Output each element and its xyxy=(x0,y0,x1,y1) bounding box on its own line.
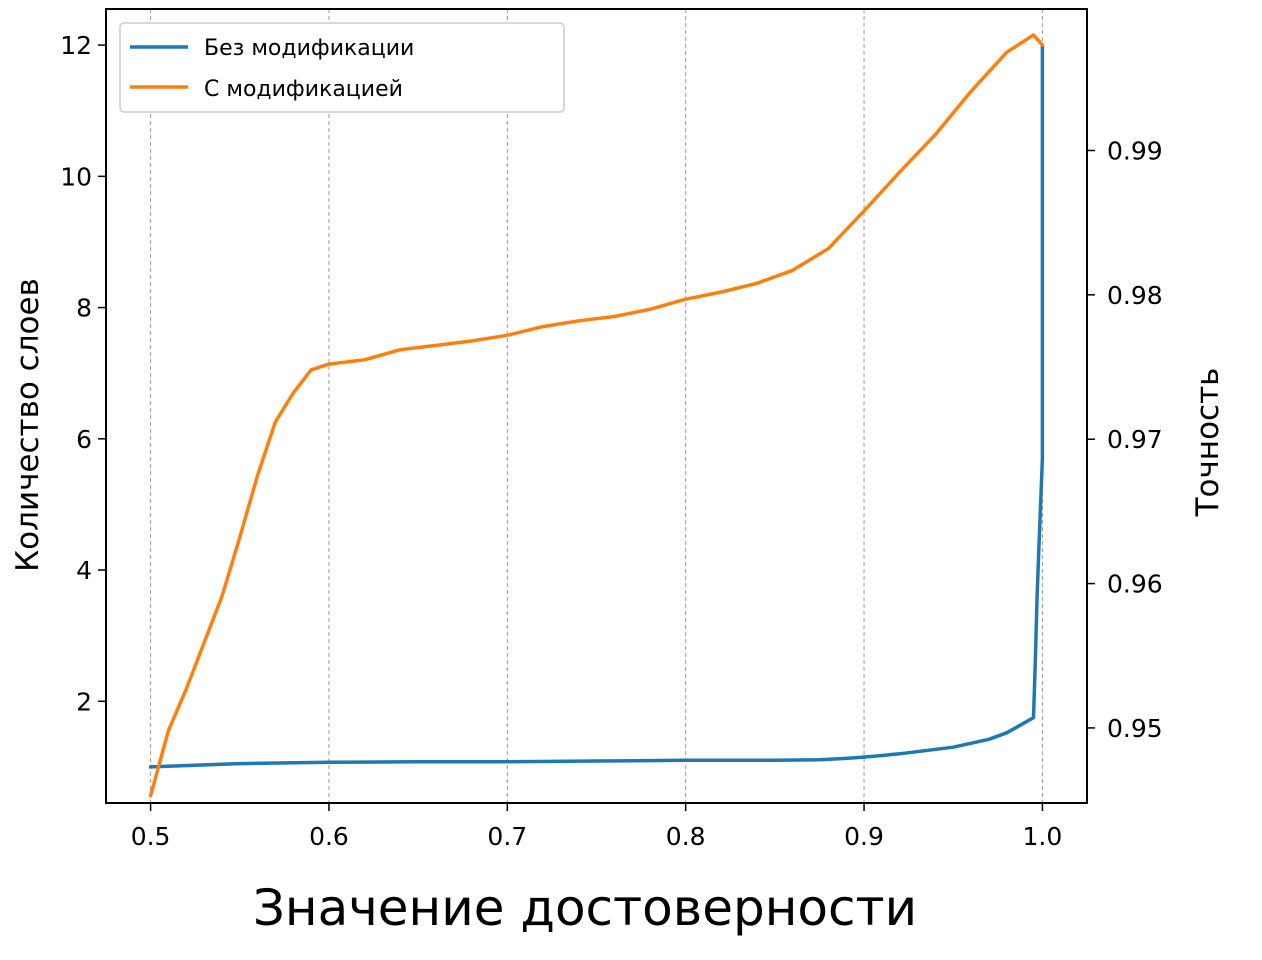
legend-box xyxy=(119,22,565,113)
legend-label-series-0: Без модификации xyxy=(204,36,414,61)
y-left-tick-label: 2 xyxy=(76,687,92,716)
legend: Без модификации С модификацией xyxy=(119,22,565,113)
y-right-tick-label: 0.95 xyxy=(1107,714,1163,743)
grid-layer xyxy=(150,9,1043,803)
y-left-tick-label: 8 xyxy=(76,294,92,323)
y-left-axis-label: Количество слоев xyxy=(10,278,46,572)
legend-label-series-1: С модификацией xyxy=(204,77,403,102)
y-right-axis-label: Точность xyxy=(1190,368,1226,518)
y-right-tick-label: 0.98 xyxy=(1107,281,1163,310)
y-right-tick-label: 0.96 xyxy=(1107,570,1163,599)
y-right-tick-label: 0.99 xyxy=(1107,136,1163,165)
x-tick-label: 0.7 xyxy=(487,822,527,851)
x-tick-label: 0.5 xyxy=(131,822,171,851)
plot-frame xyxy=(105,8,1088,804)
series-line-0 xyxy=(148,43,1045,769)
y-left-tick-label: 4 xyxy=(76,556,92,585)
y-left-tick-label: 6 xyxy=(76,425,92,454)
series-line-1 xyxy=(148,33,1045,798)
y-left-tick-label: 12 xyxy=(60,31,92,60)
x-tick-label: 1.0 xyxy=(1023,822,1063,851)
y-right-tick-label: 0.97 xyxy=(1107,425,1163,454)
x-tick-label: 0.9 xyxy=(844,822,884,851)
x-axis-label: Значение достоверности xyxy=(253,879,917,937)
y-left-tick-label: 10 xyxy=(60,162,92,191)
series-layer xyxy=(148,33,1045,798)
ticks-layer: 0.5 0.6 0.7 0.8 0.9 1.0 2 4 6 8 10 12 0.95 0.96 0.97 0.… xyxy=(60,31,1162,851)
x-tick-label: 0.8 xyxy=(666,822,706,851)
x-tick-label: 0.6 xyxy=(309,822,349,851)
